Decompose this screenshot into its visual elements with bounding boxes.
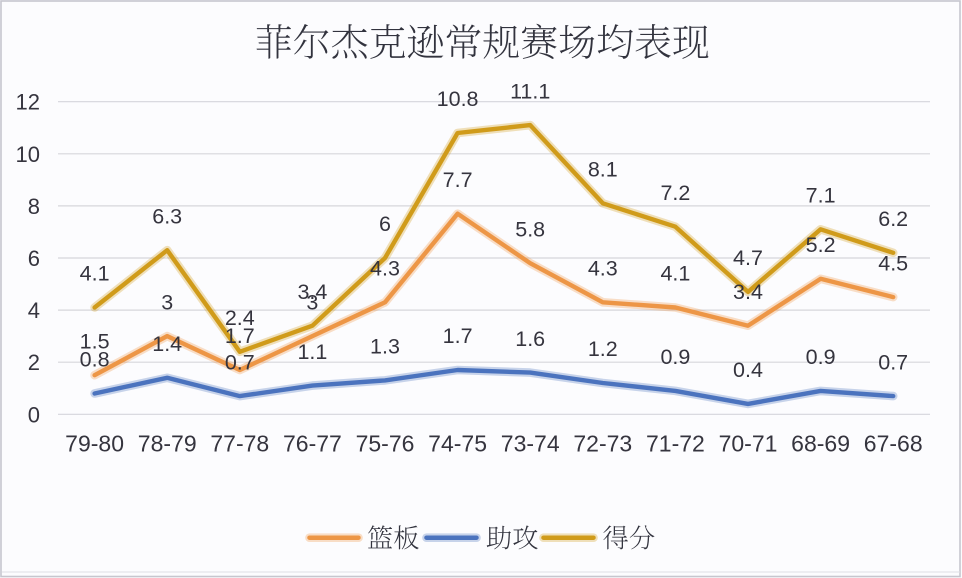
svg-text:4.1: 4.1 bbox=[80, 262, 110, 286]
svg-text:6: 6 bbox=[28, 246, 40, 271]
svg-text:4.5: 4.5 bbox=[878, 251, 908, 275]
svg-text:0.7: 0.7 bbox=[878, 350, 908, 374]
svg-text:4.3: 4.3 bbox=[370, 257, 400, 281]
svg-text:3.4: 3.4 bbox=[733, 280, 763, 304]
svg-text:68-69: 68-69 bbox=[791, 431, 850, 457]
svg-text:4.7: 4.7 bbox=[733, 246, 763, 270]
svg-text:0.7: 0.7 bbox=[225, 350, 255, 374]
svg-text:0: 0 bbox=[28, 402, 40, 427]
svg-text:2: 2 bbox=[28, 350, 40, 375]
svg-text:8.1: 8.1 bbox=[588, 158, 618, 182]
svg-text:4.1: 4.1 bbox=[660, 262, 690, 286]
svg-text:4: 4 bbox=[28, 298, 40, 323]
svg-text:7.2: 7.2 bbox=[660, 181, 690, 205]
svg-text:0.9: 0.9 bbox=[660, 345, 690, 369]
svg-text:4.3: 4.3 bbox=[588, 257, 618, 281]
svg-text:0.9: 0.9 bbox=[806, 345, 836, 369]
svg-text:11.1: 11.1 bbox=[510, 79, 550, 103]
svg-text:76-77: 76-77 bbox=[283, 431, 342, 457]
svg-text:67-68: 67-68 bbox=[864, 431, 923, 457]
svg-text:71-72: 71-72 bbox=[646, 431, 705, 457]
svg-text:12: 12 bbox=[16, 90, 40, 115]
svg-text:1.6: 1.6 bbox=[515, 327, 545, 351]
svg-text:0.8: 0.8 bbox=[80, 348, 110, 372]
svg-text:8: 8 bbox=[28, 194, 40, 219]
svg-text:1.3: 1.3 bbox=[370, 335, 400, 359]
svg-text:6: 6 bbox=[379, 212, 391, 236]
svg-text:1.1: 1.1 bbox=[297, 340, 327, 364]
svg-text:6.3: 6.3 bbox=[152, 204, 182, 228]
svg-text:1.7: 1.7 bbox=[443, 324, 473, 348]
svg-text:3: 3 bbox=[306, 290, 318, 314]
svg-text:1.7: 1.7 bbox=[225, 324, 255, 348]
svg-text:75-76: 75-76 bbox=[356, 431, 415, 457]
svg-text:1.5: 1.5 bbox=[80, 329, 110, 353]
svg-text:0.4: 0.4 bbox=[733, 358, 763, 382]
svg-text:1.2: 1.2 bbox=[588, 337, 618, 361]
svg-text:1.4: 1.4 bbox=[152, 332, 182, 356]
svg-text:10: 10 bbox=[16, 142, 40, 167]
svg-text:78-79: 78-79 bbox=[138, 431, 197, 457]
svg-text:79-80: 79-80 bbox=[65, 431, 124, 457]
svg-text:7.1: 7.1 bbox=[806, 184, 836, 208]
svg-text:2.4: 2.4 bbox=[225, 306, 255, 330]
svg-text:73-74: 73-74 bbox=[501, 431, 560, 457]
svg-text:70-71: 70-71 bbox=[719, 431, 778, 457]
svg-text:6.2: 6.2 bbox=[878, 207, 908, 231]
svg-text:77-78: 77-78 bbox=[210, 431, 269, 457]
svg-text:5.8: 5.8 bbox=[515, 217, 545, 241]
svg-text:74-75: 74-75 bbox=[428, 431, 487, 457]
svg-text:5.2: 5.2 bbox=[806, 233, 836, 257]
svg-text:7.7: 7.7 bbox=[443, 168, 473, 192]
svg-text:10.8: 10.8 bbox=[437, 87, 479, 111]
svg-text:3: 3 bbox=[161, 290, 173, 314]
svg-text:72-73: 72-73 bbox=[573, 431, 632, 457]
svg-text:3.4: 3.4 bbox=[297, 280, 327, 304]
